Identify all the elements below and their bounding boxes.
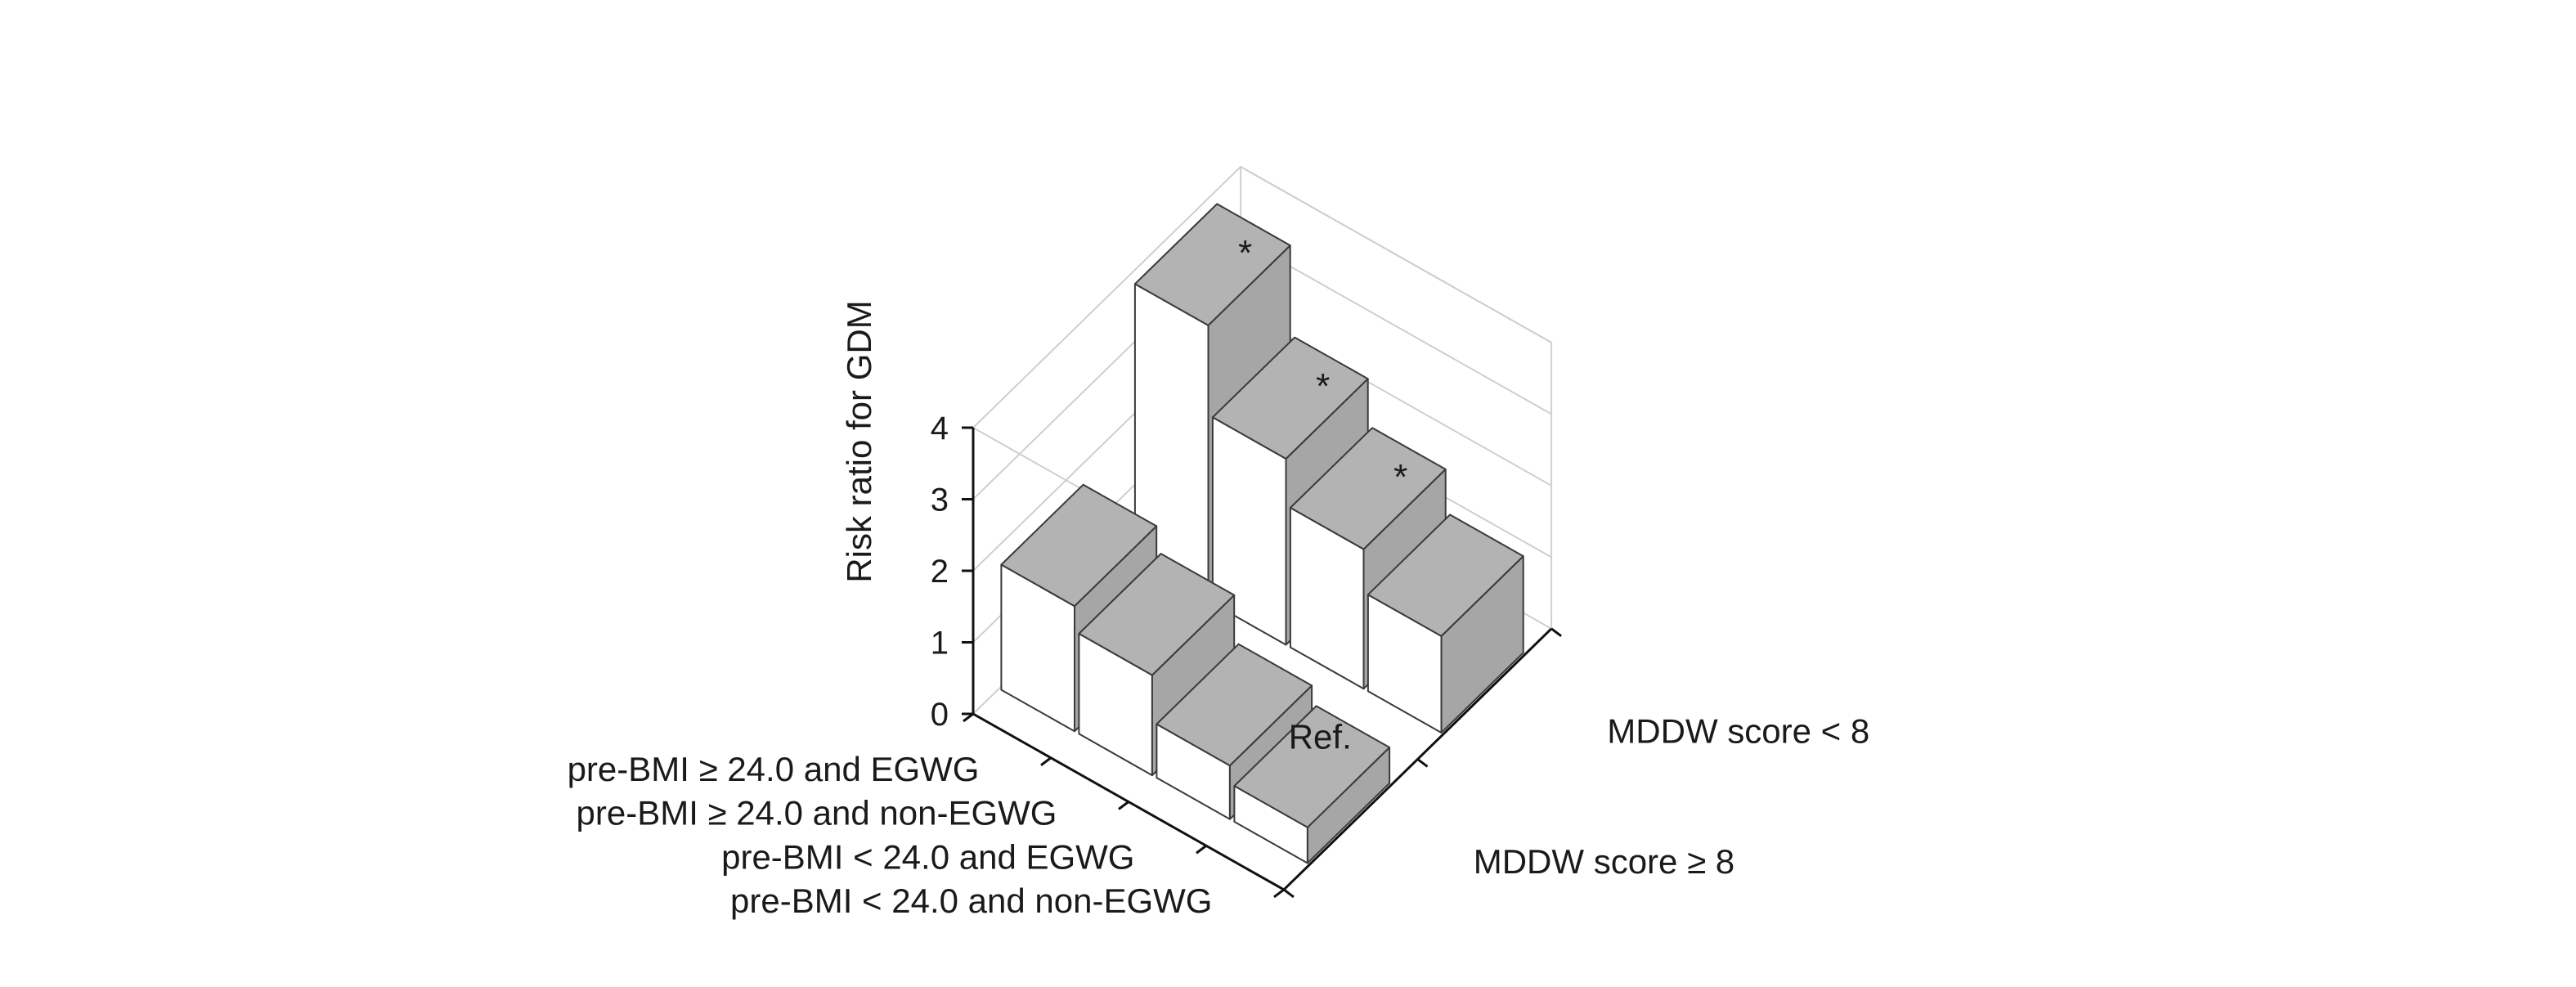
y-tick-label: 2: [931, 554, 949, 590]
bar-top-face: [1233, 705, 1391, 828]
bar-top-face: [1289, 427, 1447, 550]
bar-top-face: [1000, 483, 1158, 608]
chart-axes: [962, 426, 1562, 899]
row-category-label: pre-BMI < 24.0 and non-EGWG: [730, 882, 1212, 920]
column-tick: [1416, 758, 1429, 768]
row-tick: [1118, 801, 1129, 810]
bar-top-face: [1211, 336, 1369, 460]
bar-3d: [1233, 705, 1391, 864]
grid-top-edge: [1240, 166, 1552, 343]
bar-top-face: [1078, 553, 1236, 676]
row-category-label: pre-BMI ≥ 24.0 and non-EGWG: [577, 794, 1057, 832]
bar-top-face: [1156, 643, 1313, 767]
bar-annotation: Ref.: [1289, 718, 1352, 756]
column-tick: [1551, 627, 1562, 638]
bar-annotation: *: [1393, 457, 1407, 497]
bar-3d: [1367, 514, 1524, 734]
column-category-label: MDDW score < 8: [1607, 712, 1869, 751]
bar-annotation: *: [1316, 366, 1330, 406]
row-category-label: pre-BMI ≥ 24.0 and EGWG: [568, 750, 980, 788]
row-tick: [1040, 756, 1052, 766]
bar-top-face: [1133, 203, 1291, 326]
chart-bars: [1000, 203, 1524, 864]
row-tick: [1196, 845, 1207, 855]
y-tick-label: 1: [931, 626, 949, 662]
y-tick-label: 4: [931, 411, 949, 446]
y-axis-label: Risk ratio for GDM: [840, 300, 878, 582]
column-tick: [1283, 888, 1295, 899]
row-tick: [963, 712, 974, 723]
bar-top-face: [1367, 514, 1524, 637]
chart-labels: Risk ratio for GDM 0 1 2 3 4 pre-BMI ≥ 24.0 a…: [568, 233, 1870, 920]
row-category-label: pre-BMI < 24.0 and EGWG: [721, 837, 1134, 876]
column-category-label: MDDW score ≥ 8: [1474, 842, 1735, 881]
y-tick-label: 3: [931, 482, 949, 518]
y-tick-label: 0: [931, 697, 949, 733]
row-tick: [1273, 888, 1285, 899]
bar-annotation: *: [1238, 233, 1252, 273]
